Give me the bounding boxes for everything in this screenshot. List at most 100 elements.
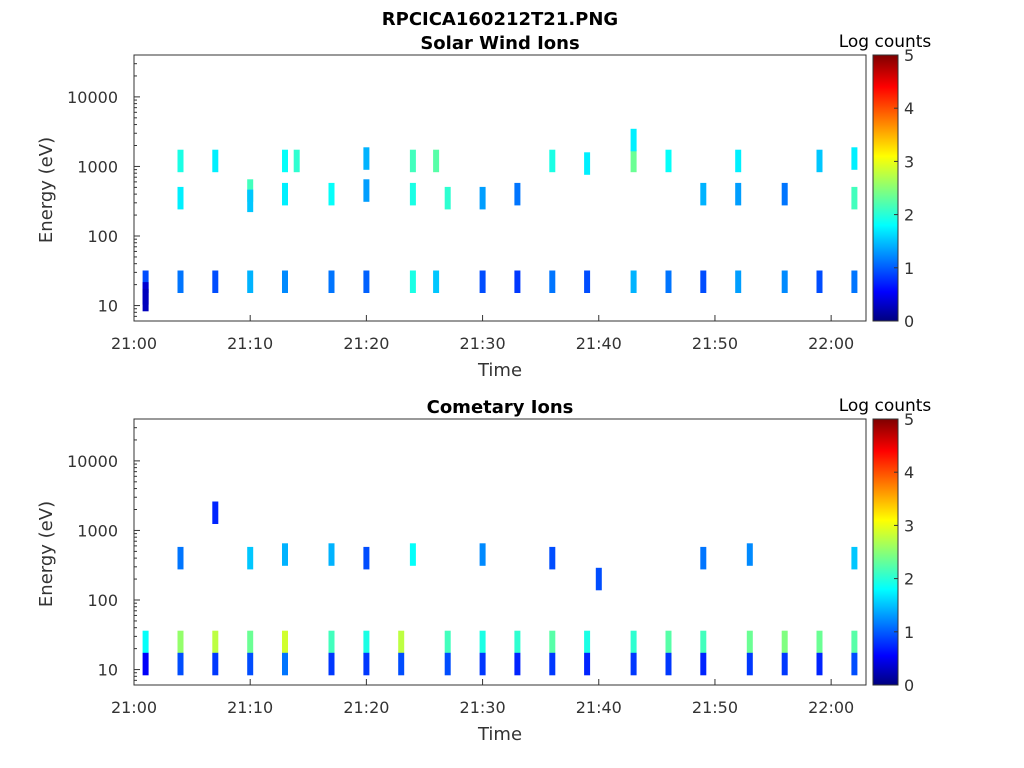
- heatmap-cell: [479, 186, 486, 210]
- heatmap-cell: [177, 270, 184, 293]
- heatmap-cell: [595, 567, 602, 591]
- heatmap-cell: [816, 270, 823, 293]
- heatmap-cell: [247, 270, 254, 293]
- heatmap-cell: [212, 149, 219, 173]
- heatmap-cell: [142, 270, 149, 293]
- heatmap-cell: [851, 186, 858, 210]
- heatmap-cell: [700, 182, 707, 206]
- y-tick-label: 100: [87, 227, 118, 246]
- heatmap-cell: [398, 652, 405, 676]
- colorbar-tick-label: 1: [904, 259, 914, 278]
- heatmap-cell: [363, 147, 370, 170]
- heatmap-cell: [282, 182, 288, 206]
- colorbar-tick-label: 0: [904, 312, 914, 331]
- heatmap-cell: [444, 652, 451, 676]
- heatmap-cell: [479, 630, 486, 654]
- heatmap-cell: [746, 543, 753, 566]
- colorbar-tick-label: 5: [904, 46, 914, 65]
- heatmap-cell: [363, 179, 370, 202]
- colorbar-label: Log counts: [839, 32, 932, 52]
- plot-axes: 21:00 21:10 21:20 21:30 21:40 21:50 22:00 10 100…: [67, 54, 867, 353]
- heatmap-cell: [514, 630, 521, 654]
- heatmap-cell: [514, 270, 521, 293]
- y-tick-label: 10: [98, 661, 118, 680]
- heatmap-cell: [293, 149, 300, 173]
- x-tick-label: 21:50: [692, 698, 738, 717]
- heatmap-cell: [328, 182, 335, 206]
- colorbar-tick-label: 4: [904, 463, 914, 482]
- heatmap-cell: [409, 543, 416, 566]
- heatmap-cell: [816, 630, 823, 654]
- heatmap-cell: [700, 652, 707, 676]
- x-axis-label: Time: [477, 724, 522, 745]
- heatmap-cell: [549, 546, 556, 570]
- heatmap-cell: [328, 652, 335, 676]
- heatmap-cell: [363, 546, 370, 570]
- x-tick-label: 21:20: [343, 698, 389, 717]
- heatmap-cell: [212, 652, 219, 676]
- x-tick-label: 21:10: [227, 698, 273, 717]
- x-tick-label: 21:10: [227, 334, 273, 353]
- heatmap-cell: [409, 149, 416, 173]
- x-tick-label: 21:40: [576, 698, 622, 717]
- heatmap-cell: [142, 288, 149, 312]
- heatmap-cell: [409, 182, 416, 206]
- heatmap-cell: [700, 630, 707, 654]
- colorbar-gradient: [872, 54, 899, 322]
- x-tick-label: 21:50: [692, 334, 738, 353]
- x-tick-label: 21:00: [111, 698, 157, 717]
- heatmap-cell: [514, 652, 521, 676]
- heatmap-cell: [665, 652, 672, 676]
- heatmap-cell: [177, 546, 184, 570]
- figure-title: RPCICA160212T21.PNG: [382, 9, 618, 30]
- heatmap-cell: [212, 270, 219, 293]
- y-tick-label: 10000: [67, 88, 118, 107]
- heatmap-cell: [630, 630, 637, 654]
- y-axis-label: Energy (eV): [36, 137, 57, 243]
- heatmap-cell: [177, 652, 184, 676]
- heatmap-cell: [665, 149, 672, 173]
- x-tick-label: 22:00: [808, 698, 854, 717]
- heatmap-cell: [328, 270, 335, 293]
- y-tick-label: 10000: [67, 452, 118, 471]
- heatmap-cell: [549, 149, 556, 173]
- colorbar-tick-label: 2: [904, 206, 914, 225]
- heatmap-cell: [851, 546, 858, 570]
- y-tick-label: 100: [87, 591, 118, 610]
- x-tick-label: 21:40: [576, 334, 622, 353]
- heatmap-cell: [247, 630, 254, 654]
- heatmap-cell: [479, 543, 486, 566]
- heatmap-cell: [781, 652, 788, 676]
- heatmap-cell: [433, 270, 440, 293]
- heatmap-cell: [781, 182, 788, 206]
- plot-axes: 21:00 21:10 21:20 21:30 21:40 21:50 22:00 10 100…: [67, 418, 867, 717]
- heatmap-cells: [142, 501, 858, 676]
- x-axis-label: Time: [477, 360, 522, 381]
- heatmap-cell: [700, 546, 707, 570]
- y-axis-label: Energy (eV): [36, 501, 57, 607]
- colorbar-tick-label: 4: [904, 99, 914, 118]
- heatmap-cell: [665, 630, 672, 654]
- heatmap-cell: [584, 652, 591, 676]
- heatmap-cell: [282, 543, 288, 566]
- heatmap-cell: [514, 182, 521, 206]
- heatmap-cell: [700, 270, 707, 293]
- cometary-panel: Cometary Ions Log counts Time Energy (eV…: [36, 396, 931, 745]
- heatmap-cell: [549, 652, 556, 676]
- heatmap-cell: [328, 543, 335, 566]
- heatmap-cell: [282, 652, 288, 676]
- heatmap-cell: [363, 630, 370, 654]
- plot-frame: [133, 54, 867, 322]
- heatmap-cell: [177, 186, 184, 210]
- heatmap-cell: [247, 189, 254, 213]
- heatmap-cell: [212, 501, 219, 524]
- colorbar: 0 1 2 3 4 5: [872, 410, 914, 695]
- heatmap-cell: [851, 147, 858, 170]
- heatmap-cell: [444, 186, 451, 210]
- heatmap-cell: [247, 652, 254, 676]
- x-tick-label: 22:00: [808, 334, 854, 353]
- heatmap-cell: [444, 630, 451, 654]
- heatmap-cell: [549, 270, 556, 293]
- heatmap-cell: [398, 630, 405, 654]
- heatmap-cell: [282, 630, 288, 654]
